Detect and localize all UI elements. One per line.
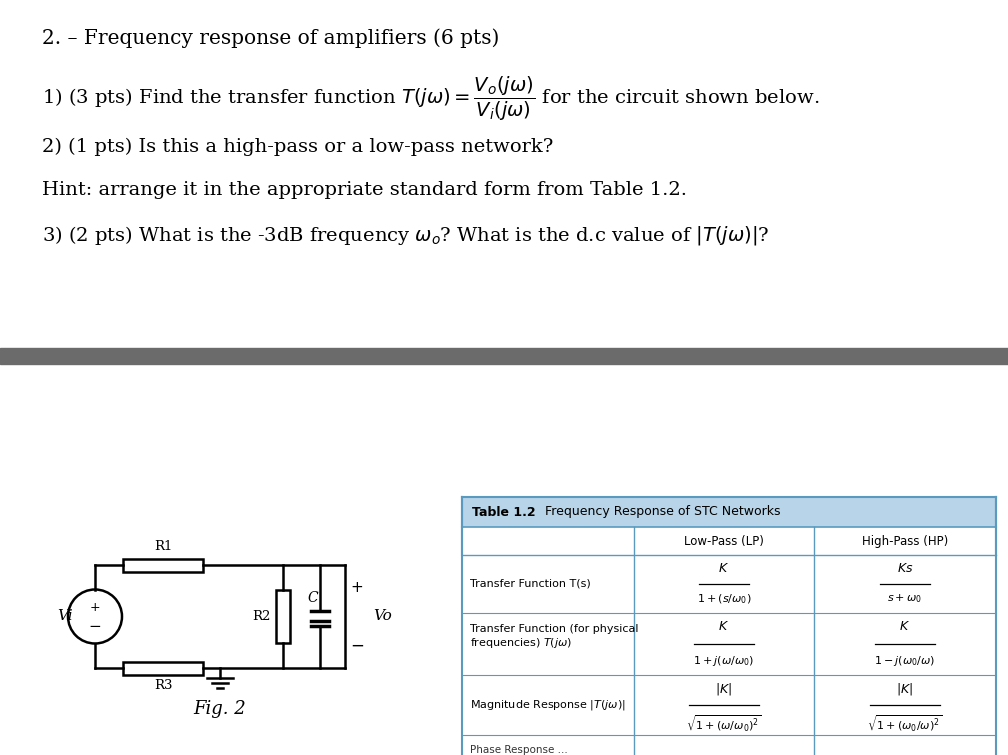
Text: $Ks$: $Ks$ — [897, 562, 913, 575]
Text: $1-j(\omega_0/\omega)$: $1-j(\omega_0/\omega)$ — [874, 654, 935, 668]
Text: $1+(s/\omega_0)$: $1+(s/\omega_0)$ — [697, 592, 751, 606]
Text: $|K|$: $|K|$ — [896, 681, 913, 697]
Text: −: − — [89, 619, 102, 634]
Text: Fig. 2: Fig. 2 — [194, 700, 246, 718]
Text: Transfer Function T(s): Transfer Function T(s) — [470, 579, 591, 589]
Text: Hint: arrange it in the appropriate standard form from Table 1.2.: Hint: arrange it in the appropriate stan… — [42, 181, 687, 199]
Bar — [123, 661, 203, 674]
Text: High-Pass (HP): High-Pass (HP) — [862, 535, 949, 547]
Text: R3: R3 — [154, 679, 172, 692]
Text: 2) (1 pts) Is this a high-pass or a low-pass network?: 2) (1 pts) Is this a high-pass or a low-… — [42, 138, 553, 156]
Bar — [123, 559, 203, 572]
Text: $s+\omega_0$: $s+\omega_0$ — [887, 593, 922, 606]
Text: C: C — [307, 590, 318, 605]
Text: 2. – Frequency response of amplifiers (6 pts): 2. – Frequency response of amplifiers (6… — [42, 28, 499, 48]
Text: $K$: $K$ — [719, 562, 730, 575]
Text: $K$: $K$ — [899, 621, 910, 633]
Text: Transfer Function (for physical: Transfer Function (for physical — [470, 624, 638, 634]
Bar — [462, 527, 996, 555]
Text: R1: R1 — [154, 540, 172, 553]
Text: Frequency Response of STC Networks: Frequency Response of STC Networks — [537, 506, 780, 519]
Text: $1+j(\omega/\omega_0)$: $1+j(\omega/\omega_0)$ — [694, 654, 755, 668]
Text: 3) (2 pts) What is the -3dB frequency $\omega_o$? What is the d.c value of $|T(j: 3) (2 pts) What is the -3dB frequency $\… — [42, 224, 769, 247]
Text: $K$: $K$ — [719, 621, 730, 633]
Text: Table 1.2: Table 1.2 — [472, 506, 535, 519]
Text: frequencies) $T(j\omega)$: frequencies) $T(j\omega)$ — [470, 636, 573, 650]
Text: −: − — [350, 637, 364, 655]
Text: $\sqrt{1+(\omega_0/\omega)^2}$: $\sqrt{1+(\omega_0/\omega)^2}$ — [867, 713, 942, 733]
Text: +: + — [90, 601, 101, 614]
Text: 1) (3 pts) Find the transfer function $T(j\omega) = \dfrac{V_o(j\omega)}{V_i(j\o: 1) (3 pts) Find the transfer function $T… — [42, 75, 820, 123]
Bar — [276, 590, 290, 643]
Text: Low-Pass (LP): Low-Pass (LP) — [684, 535, 764, 547]
Text: Phase Response ...: Phase Response ... — [470, 745, 568, 755]
Bar — [0, 348, 1008, 364]
Text: R2: R2 — [253, 610, 271, 623]
Text: Vo: Vo — [373, 609, 392, 624]
Bar — [462, 613, 996, 675]
Text: $\sqrt{1+(\omega/\omega_0)^2}$: $\sqrt{1+(\omega/\omega_0)^2}$ — [686, 713, 762, 733]
Bar — [462, 735, 996, 755]
Text: +: + — [351, 580, 363, 594]
Bar — [462, 555, 996, 613]
Text: $|K|$: $|K|$ — [716, 681, 733, 697]
Bar — [462, 497, 996, 527]
Text: Vi: Vi — [57, 609, 73, 624]
Text: Magnitude Response $|T(j\omega)|$: Magnitude Response $|T(j\omega)|$ — [470, 698, 626, 712]
Bar — [462, 675, 996, 735]
